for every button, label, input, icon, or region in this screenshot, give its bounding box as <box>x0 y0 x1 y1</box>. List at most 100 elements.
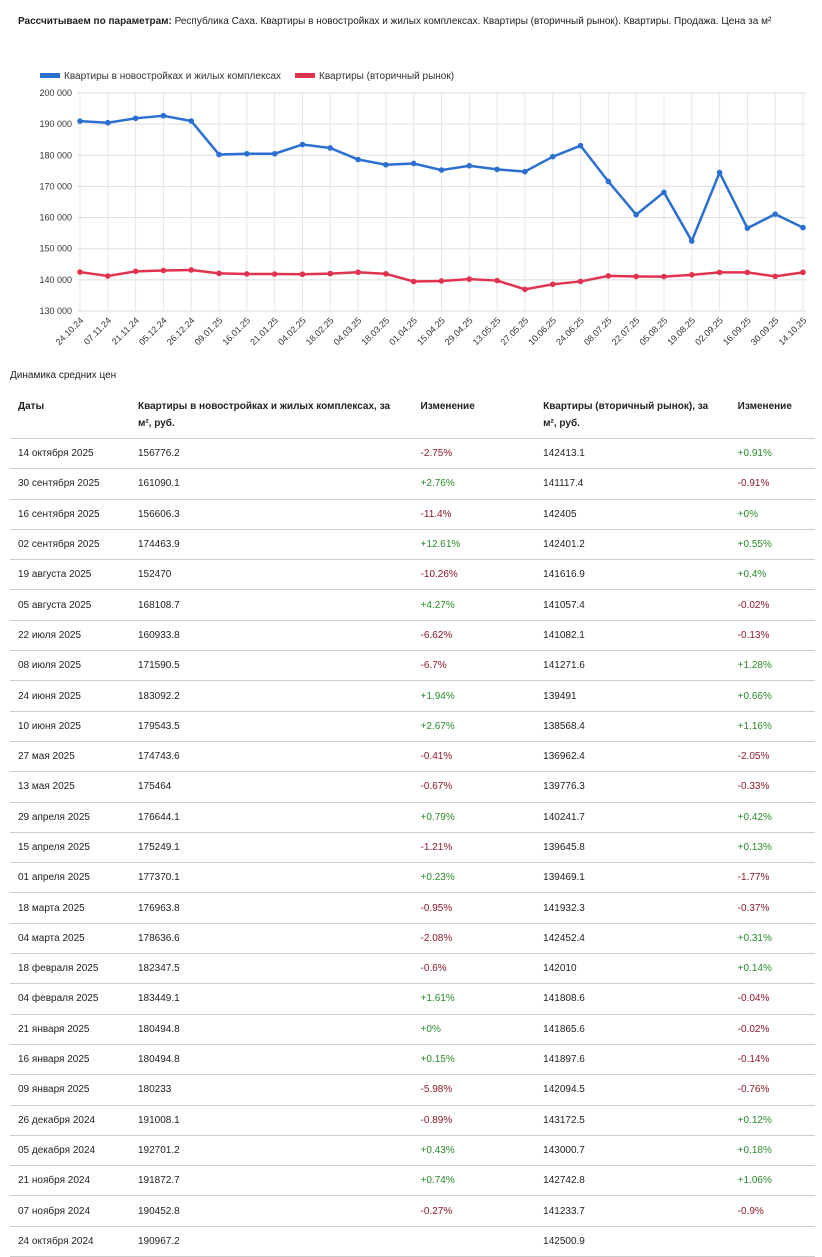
table-cell: 141897.6 <box>535 1044 730 1076</box>
table-cell: 139645.8 <box>535 832 730 864</box>
table-cell: 16 января 2025 <box>10 1044 130 1076</box>
table-cell: -0.89% <box>412 1105 536 1136</box>
table-row: 16 сентября 2025 156606.3 -11.4% 142405 +0% <box>10 499 815 530</box>
point <box>77 118 83 124</box>
table-cell: +2.76% <box>412 468 536 500</box>
table-cell: 176644.1 <box>129 802 413 833</box>
table-cell: 21 января 2025 <box>10 1014 130 1045</box>
table-cell: 141932.3 <box>535 892 730 924</box>
table-cell: 140241.7 <box>535 802 730 833</box>
table-cell: 05 августа 2025 <box>10 589 130 621</box>
y-tick-label: 170 000 <box>39 181 72 191</box>
x-tick-label: 18.02.25 <box>304 315 336 347</box>
header-label: Рассчитываем по параметрам: <box>18 16 172 27</box>
point <box>383 161 389 168</box>
x-tick-label: 24.10.24 <box>54 315 86 347</box>
table-cell: 04 февраля 2025 <box>10 983 130 1015</box>
table-cell: 156606.3 <box>129 499 413 530</box>
table-row: 18 марта 2025 176963.8 -0.95% 141932.3 -0.37… <box>10 892 815 924</box>
table-cell: +1.61% <box>412 983 536 1015</box>
y-tick-label: 130 000 <box>39 306 72 316</box>
point <box>132 268 139 275</box>
point <box>271 150 278 157</box>
point <box>77 269 83 275</box>
y-tick-label: 160 000 <box>39 213 72 223</box>
x-tick-label: 07.11.24 <box>82 315 113 346</box>
table-cell: +0.18% <box>729 1135 815 1167</box>
x-tick-label: 10.06.25 <box>526 315 558 347</box>
point <box>716 269 723 276</box>
table-cell: 142452.4 <box>535 923 730 955</box>
point <box>549 153 556 160</box>
table-cell: 178636.6 <box>129 923 413 955</box>
table-cell: 14 октября 2025 <box>10 438 130 470</box>
table-cell: 160933.8 <box>129 620 413 652</box>
header: Рассчитываем по параметрам: Республика С… <box>18 12 808 32</box>
table-cell: +1.28% <box>729 650 815 682</box>
table-cell: 143172.5 <box>535 1105 730 1136</box>
table-row: 30 сентября 2025 161090.1 +2.76% 141117.4 -0… <box>10 468 815 500</box>
table-cell: 183092.2 <box>129 680 413 712</box>
table-cell: -0.95% <box>412 892 536 924</box>
table-row: 27 мая 2025 174743.6 -0.41% 136962.4 -2.05% <box>10 741 815 773</box>
table-cell: -0.67% <box>412 771 536 803</box>
point <box>800 269 806 276</box>
table-cell: +0% <box>412 1014 536 1045</box>
table-cell: 177370.1 <box>129 862 413 894</box>
point <box>772 211 778 217</box>
table-cell: 192701.2 <box>129 1135 413 1167</box>
point <box>633 273 639 280</box>
table-cell: 18 февраля 2025 <box>10 953 130 985</box>
table-cell: +1.94% <box>412 680 536 712</box>
table-cell: 175249.1 <box>129 832 413 864</box>
column-header: Изменение <box>729 392 815 439</box>
x-tick-label: 02.09.25 <box>693 315 725 347</box>
table-cell: +0.74% <box>412 1165 536 1197</box>
table-cell: +4.27% <box>412 589 536 621</box>
table-cell: +0.43% <box>412 1135 536 1167</box>
table-cell: 171590.5 <box>129 650 413 682</box>
table-cell <box>729 1226 815 1257</box>
column-header: Даты <box>10 392 130 439</box>
table-cell: -6.62% <box>412 620 536 652</box>
table-cell: 174463.9 <box>129 529 413 561</box>
point <box>410 160 417 167</box>
table-cell: 142094.5 <box>535 1074 730 1106</box>
table-cell: +0.31% <box>729 923 815 955</box>
table-cell: -2.05% <box>729 741 815 773</box>
table-row: 13 мая 2025 175464 -0.67% 139776.3 -0.33% <box>10 771 815 803</box>
table-cell: 22 июля 2025 <box>10 620 130 652</box>
legend-swatch <box>40 73 60 78</box>
table-cell: -1.21% <box>412 832 536 864</box>
x-tick-label: 16.01.25 <box>220 315 252 347</box>
table-cell: 136962.4 <box>535 741 730 773</box>
table-cell: 142010 <box>535 953 730 985</box>
point <box>522 286 528 293</box>
table-cell: -11.4% <box>412 499 536 530</box>
x-tick-label: 21.01.25 <box>248 315 280 347</box>
table-cell: -0.02% <box>729 1014 815 1045</box>
table-cell: +0.55% <box>729 529 815 561</box>
x-tick-label: 27.05.25 <box>498 315 530 347</box>
table-row: 16 января 2025 180494.8 +0.15% 141897.6 -0.1… <box>10 1044 815 1076</box>
table-cell: 152470 <box>129 559 413 591</box>
x-tick-label: 05.08.25 <box>638 315 670 347</box>
table-cell: 21 ноября 2024 <box>10 1165 130 1197</box>
point <box>494 166 500 173</box>
table-cell: -1.77% <box>729 862 815 894</box>
table-row: 04 марта 2025 178636.6 -2.08% 142452.4 +0.31… <box>10 923 815 955</box>
table-row: 29 апреля 2025 176644.1 +0.79% 140241.7 +0.4… <box>10 802 815 833</box>
table-cell: +0.13% <box>729 832 815 864</box>
table-cell: 07 ноября 2024 <box>10 1195 130 1227</box>
table-row: 24 октября 2024 190967.2 142500.9 <box>10 1226 815 1257</box>
y-tick-label: 190 000 <box>39 119 72 129</box>
x-tick-label: 08.07.25 <box>582 315 614 347</box>
table-row: 01 апреля 2025 177370.1 +0.23% 139469.1 -1.7… <box>10 862 815 894</box>
table-cell: 02 сентября 2025 <box>10 529 130 561</box>
table-row: 05 декабря 2024 192701.2 +0.43% 143000.7 +0.… <box>10 1135 815 1167</box>
table-cell: 05 декабря 2024 <box>10 1135 130 1167</box>
table-cell: 04 марта 2025 <box>10 923 130 955</box>
table-row: 04 февраля 2025 183449.1 +1.61% 141808.6 -0.… <box>10 983 815 1015</box>
table-cell: -2.75% <box>412 438 536 470</box>
table-cell: -0.76% <box>729 1074 815 1106</box>
